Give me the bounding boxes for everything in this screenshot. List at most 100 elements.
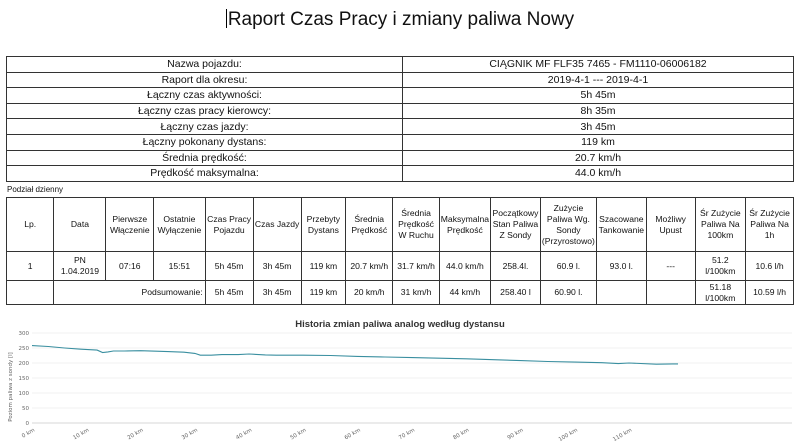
cell-na100: 51.2 l/100km (694, 251, 747, 281)
y-tick-label: 50 (22, 406, 29, 412)
summary-row: Średnia prędkość: 20.7 km/h (6, 149, 794, 167)
summary-label: Nazwa pojazdu: (6, 56, 403, 73)
y-tick-label: 0 (26, 421, 30, 427)
col-header: Data (53, 197, 107, 252)
cell-upust: --- (645, 251, 696, 281)
report-title-text: Raport Czas Pracy i zmiany paliwa Nowy (227, 9, 575, 30)
y-tick-label: 150 (19, 376, 30, 382)
col-header: Średnia Prędkość (345, 197, 394, 252)
summary-row: Nazwa pojazdu: CIĄGNIK MF FLF35 7465 - FM… (6, 56, 794, 73)
daily-table: Lp. Data Pierwsze Włączenie Ostatnie Wył… (5, 197, 794, 305)
y-tick-label: 300 (19, 331, 30, 337)
cell-max: 44 km/h (438, 280, 492, 305)
col-header: Lp. (5, 197, 55, 252)
col-header: Szacowane Tankowanie (595, 197, 647, 252)
col-header: Czas Jazdy (252, 197, 302, 252)
col-header: Pierwsze Włączenie (105, 197, 155, 252)
summary-label: Raport dla okresu: (6, 71, 403, 89)
x-tick-label: 60 km (344, 428, 362, 442)
col-header: Średnia Prędkość W Ruchu (392, 197, 440, 252)
cell-dystans: 119 km (300, 251, 347, 281)
summary-label: Łączny czas pracy kierowcy: (6, 102, 403, 120)
cell-na1h: 10.59 l/h (745, 280, 794, 305)
x-tick-label: 80 km (452, 428, 470, 442)
col-header: Czas Pracy Pojazdu (204, 197, 254, 252)
daily-section-label: Podział dzienny (7, 185, 64, 194)
col-header: Zużycie Paliwa Wg. Sondy (Przyrostowo) (539, 197, 597, 252)
x-tick-label: 70 km (398, 428, 416, 442)
summary-row: Łączny pokonany dystans: 119 km (6, 133, 794, 151)
table-row: 1 PN 1.04.2019 07:16 15:51 5h 45m 3h 45m… (5, 251, 794, 281)
summary-row: Prędkość maksymalna: 44.0 km/h (6, 165, 794, 182)
col-header: Śr Zużycie Paliwa Na 1h (745, 197, 794, 252)
y-tick-label: 200 (19, 361, 30, 367)
cell-empty (53, 280, 106, 305)
cell-czas-pracy: 5h 45m (204, 280, 254, 305)
cell-tankowanie: 93.0 l. (595, 251, 647, 281)
y-tick-label: 250 (19, 346, 30, 352)
daily-header-row: Lp. Data Pierwsze Włączenie Ostatnie Wył… (5, 197, 794, 252)
fuel-series-line (31, 345, 678, 365)
summary-table-row: Podsumowanie: 5h 45m 3h 45m 119 km 20 km… (5, 280, 794, 305)
cell-summary-label: Podsumowanie: (105, 280, 206, 305)
cell-empty (5, 280, 55, 305)
cell-ostatnie: 15:51 (153, 251, 206, 281)
summary-row: Raport dla okresu: 2019-4-1 --- 2019-4-1 (6, 71, 794, 89)
summary-value: 119 km (402, 133, 794, 151)
x-tick-label: 50 km (289, 428, 307, 442)
x-tick-label: 40 km (235, 428, 253, 442)
summary-value: 8h 35m (402, 102, 794, 120)
col-header: Możliwy Upust (645, 197, 696, 252)
cell-pierwsze: 07:16 (105, 251, 155, 281)
summary-label: Łączny czas aktywności: (6, 87, 403, 104)
text-cursor (225, 9, 227, 28)
summary-row: Łączny czas jazdy: 3h 45m (6, 118, 794, 135)
summary-label: Łączny pokonany dystans: (6, 133, 403, 151)
y-tick-label: 100 (19, 391, 30, 397)
cell-czas-jazdy: 3h 45m (252, 251, 302, 281)
summary-value: 3h 45m (402, 118, 794, 135)
cell-data: PN 1.04.2019 (53, 251, 107, 281)
cell-max: 44.0 km/h (438, 251, 492, 281)
cell-na100: 51.18 l/100km (694, 280, 747, 305)
summary-value: CIĄGNIK MF FLF35 7465 - FM1110-06006182 (402, 56, 794, 73)
x-tick-label: 0 km (21, 428, 36, 440)
x-tick-label: 100 km (558, 428, 579, 444)
cell-czas-jazdy: 3h 45m (252, 280, 302, 305)
summary-label: Łączny czas jazdy: (6, 118, 403, 135)
col-header: Przebyty Dystans (300, 197, 347, 252)
x-axis-ticks: 0 km 10 km 20 km 30 km 40 km 50 km 60 km 70 km 8… (21, 428, 633, 444)
cell-na1h: 10.6 l/h (745, 251, 794, 281)
report-title: Raport Czas Pracy i zmiany paliwa Nowy (0, 9, 800, 31)
cell-czas-pracy: 5h 45m (204, 251, 254, 281)
cell-srednia: 20 km/h (345, 280, 394, 305)
col-header: Maksymalna Prędkość (438, 197, 492, 252)
cell-empty (645, 280, 696, 305)
summary-row: Łączny czas pracy kierowcy: 8h 35m (6, 102, 794, 120)
col-header: Początkowy Stan Paliwa Z Sondy (490, 197, 541, 252)
cell-srednia-ruch: 31 km/h (392, 280, 440, 305)
cell-zuzycie: 60.90 l. (539, 280, 597, 305)
cell-paliwo-start: 258.4l. (490, 251, 541, 281)
summary-label: Średnia prędkość: (6, 149, 403, 167)
col-header: Ostatnie Wyłączenie (153, 197, 206, 252)
summary-value: 20.7 km/h (402, 149, 794, 167)
chart-title: Historia zmian paliwa analog według dyst… (295, 319, 505, 330)
summary-value: 2019-4-1 --- 2019-4-1 (402, 71, 794, 89)
summary-table: Nazwa pojazdu: CIĄGNIK MF FLF35 7465 - FM… (6, 56, 794, 182)
cell-empty (595, 280, 647, 305)
col-header: Śr Zużycie Paliwa Na 100km (694, 197, 747, 252)
cell-srednia-ruch: 31.7 km/h (392, 251, 440, 281)
cell-zuzycie: 60.9 l. (539, 251, 597, 281)
chart-grid (32, 332, 792, 424)
summary-row: Łączny czas aktywności: 5h 45m (6, 87, 794, 104)
fuel-chart: 300 250 200 150 100 50 0 0 km 10 km 20 km 30 km 40… (8, 331, 792, 444)
x-tick-label: 20 km (127, 428, 145, 442)
summary-label: Prędkość maksymalna: (6, 165, 403, 182)
x-tick-label: 30 km (181, 428, 199, 442)
cell-paliwo-start: 258.40 l (490, 280, 541, 305)
summary-value: 44.0 km/h (402, 165, 794, 182)
summary-value: 5h 45m (402, 87, 794, 104)
cell-srednia: 20.7 km/h (345, 251, 394, 281)
x-tick-label: 110 km (612, 428, 633, 444)
